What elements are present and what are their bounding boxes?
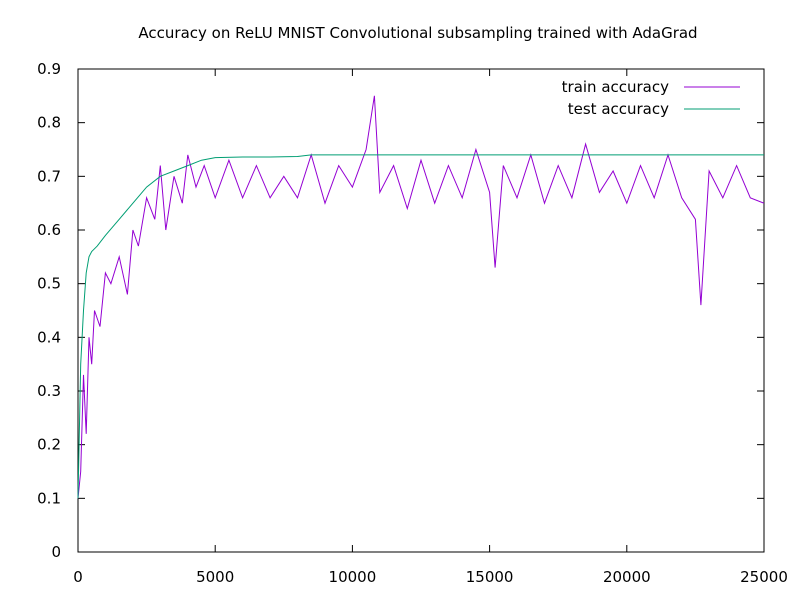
legend-label: test accuracy xyxy=(568,100,669,118)
chart-title: Accuracy on ReLU MNIST Convolutional sub… xyxy=(138,24,697,42)
y-tick-label: 0.4 xyxy=(37,328,61,346)
x-tick-label: 20000 xyxy=(603,568,651,586)
y-tick-label: 0.1 xyxy=(37,489,61,507)
legend: train accuracy test accuracy xyxy=(562,78,740,118)
y-tick-label: 0.9 xyxy=(37,60,61,78)
x-tick-label: 0 xyxy=(73,568,83,586)
axis-ticks: 0 0.1 0.2 0.3 0.4 0.5 0.6 0.7 0.8 0.9 0 5000 10000 15… xyxy=(37,60,788,586)
x-tick-label: 15000 xyxy=(466,568,514,586)
y-tick-label: 0.6 xyxy=(37,221,61,239)
y-tick-label: 0.7 xyxy=(37,167,61,185)
y-tick-label: 0.3 xyxy=(37,382,61,400)
x-tick-label: 25000 xyxy=(740,568,788,586)
plot-frame xyxy=(77,68,765,553)
series-line-train xyxy=(77,95,765,499)
y-tick-label: 0.2 xyxy=(37,436,61,454)
legend-label: train accuracy xyxy=(562,78,669,96)
series-line-test xyxy=(77,154,764,499)
x-tick-label: 5000 xyxy=(196,568,234,586)
y-tick-label: 0 xyxy=(51,543,61,561)
y-tick-label: 0.8 xyxy=(37,114,61,132)
x-tick-label: 10000 xyxy=(329,568,377,586)
y-tick-label: 0.5 xyxy=(37,275,61,293)
series-lines xyxy=(77,95,765,499)
